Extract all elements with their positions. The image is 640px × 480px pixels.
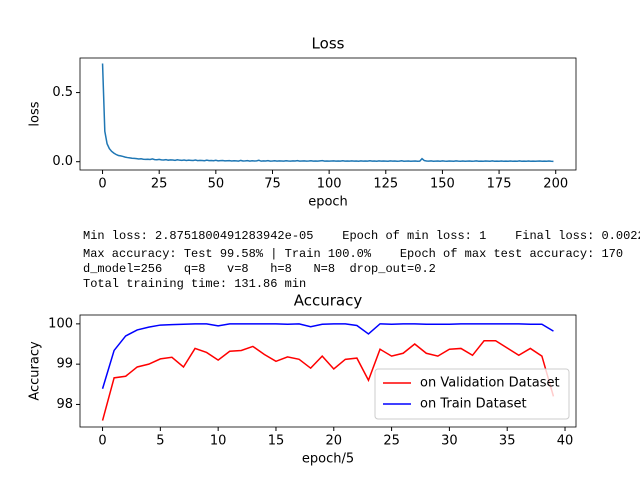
x-tick-label: 0	[98, 177, 106, 192]
x-tick-label: 150	[430, 177, 455, 192]
x-tick-label: 15	[268, 434, 285, 449]
x-tick-label: 175	[487, 177, 512, 192]
x-tick-label: 35	[499, 434, 516, 449]
x-tick-label: 100	[317, 177, 342, 192]
summary-line: Min loss: 2.8751800491283942e-05 Epoch o…	[83, 229, 640, 243]
y-tick-label: 99	[56, 357, 73, 372]
chart-title: Accuracy	[294, 292, 363, 310]
x-tick-label: 10	[210, 434, 227, 449]
y-tick-label: 100	[48, 316, 73, 331]
x-tick-label: 200	[543, 177, 568, 192]
x-tick-label: 0	[98, 434, 106, 449]
y-axis-label: loss	[28, 101, 43, 126]
x-tick-label: 75	[264, 177, 281, 192]
y-tick-label: 98	[56, 397, 73, 412]
x-tick-label: 50	[208, 177, 225, 192]
data-line	[101, 340, 555, 421]
summary-line: d_model=256 q=8 v=8 h=8 N=8 drop_out=0.2	[83, 262, 436, 276]
y-tick-label: 0.0	[52, 154, 73, 169]
x-tick-label: 20	[326, 434, 343, 449]
y-axis-label: Accuracy	[28, 341, 43, 401]
x-tick-label: 125	[373, 177, 398, 192]
x-tick-label: 30	[441, 434, 458, 449]
axes-frame	[79, 314, 577, 428]
legend-label: on Train Dataset	[420, 397, 527, 412]
x-tick-label: 25	[151, 177, 168, 192]
summary-line: Total training time: 131.86 min	[83, 277, 306, 291]
y-tick-label: 0.5	[52, 85, 73, 100]
x-tick-label: 5	[156, 434, 164, 449]
x-tick-label: 40	[557, 434, 574, 449]
x-axis-label: epoch	[308, 195, 348, 210]
data-line	[101, 63, 554, 163]
summary-line: Max accuracy: Test 99.58% | Train 100.0%…	[83, 247, 640, 261]
axes-frame	[79, 57, 577, 171]
x-axis-label: epoch/5	[302, 452, 354, 467]
legend-label: on Validation Dataset	[420, 376, 560, 391]
data-line	[101, 323, 554, 389]
legend-box	[374, 368, 570, 420]
x-tick-label: 25	[383, 434, 400, 449]
chart-title: Loss	[312, 35, 345, 53]
